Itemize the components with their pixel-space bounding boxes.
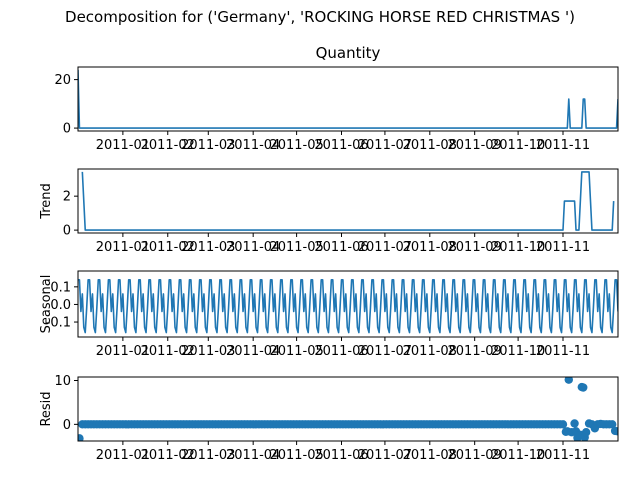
resid-point (613, 427, 618, 436)
x-tick-label: 2011-03 (181, 448, 235, 463)
x-tick-label: 2011-04 (226, 240, 280, 255)
x-tick-label: 2011-03 (181, 344, 235, 359)
y-tick-label: 0.0 (50, 298, 71, 313)
x-tick-label: 2011-08 (403, 138, 457, 153)
x-tick-label: 2011-08 (403, 448, 457, 463)
x-tick-label: 2011-09 (448, 138, 502, 153)
resid-point (608, 420, 617, 429)
panels: 0202011-012011-022011-032011-042011-0520… (39, 44, 619, 463)
resid-point (590, 424, 600, 433)
trend-panel-data (81, 171, 615, 231)
x-tick-label: 2011-06 (314, 240, 368, 255)
x-tick-label: 2011-07 (358, 448, 412, 463)
resid-panel-frame (77, 376, 619, 442)
quantity-panel: 0202011-012011-022011-032011-042011-0520… (54, 44, 619, 153)
x-tick-label: 2011-11 (536, 240, 590, 255)
x-tick-label: 2011-11 (536, 448, 590, 463)
x-tick-label: 2011-06 (314, 344, 368, 359)
trend-panel-ylabel: Trend (39, 183, 54, 220)
x-tick-label: 2011-10 (491, 240, 545, 255)
resid-panel-data (78, 377, 618, 441)
x-tick-label: 2011-10 (491, 344, 545, 359)
x-tick-label: 2011-11 (536, 344, 590, 359)
seasonal-panel: -0.10.00.12011-012011-022011-032011-0420… (39, 270, 619, 359)
quantity-panel-frame (77, 66, 619, 132)
x-tick-label: 2011-04 (226, 344, 280, 359)
quantity-panel-data (78, 69, 618, 129)
x-tick-label: 2011-08 (403, 344, 457, 359)
x-tick-label: 2011-05 (269, 138, 323, 153)
x-tick-label: 2011-07 (358, 138, 412, 153)
x-tick-label: 2011-07 (358, 240, 412, 255)
y-tick-label: 0 (63, 224, 71, 239)
resid-point (596, 419, 605, 429)
x-tick-label: 2011-05 (269, 344, 323, 359)
trend-panel: 022011-012011-022011-032011-042011-05201… (39, 168, 619, 255)
x-tick-label: 2011-06 (314, 138, 368, 153)
x-tick-label: 2011-01 (96, 344, 150, 359)
x-tick-label: 2011-04 (226, 448, 280, 463)
x-tick-label: 2011-01 (96, 138, 150, 153)
resid-point (558, 420, 568, 429)
resid-panel-ylabel: Resid (39, 391, 54, 426)
y-tick-label: 20 (54, 73, 71, 88)
x-tick-label: 2011-01 (96, 240, 150, 255)
x-tick-label: 2011-05 (269, 448, 323, 463)
x-tick-label: 2011-02 (141, 240, 195, 255)
x-tick-label: 2011-01 (96, 448, 150, 463)
y-tick-label: 2 (63, 190, 71, 205)
x-tick-label: 2011-07 (358, 344, 412, 359)
x-tick-label: 2011-03 (181, 138, 235, 153)
resid-point (78, 434, 84, 441)
y-tick-label: 0 (63, 418, 71, 433)
y-tick-label: 0.1 (50, 280, 71, 295)
resid-point (584, 419, 594, 428)
quantity-panel-series-line (78, 69, 618, 129)
resid-point (581, 428, 591, 437)
figure-suptitle: Decomposition for ('Germany', 'ROCKING H… (65, 8, 575, 26)
x-tick-label: 2011-10 (491, 138, 545, 153)
y-tick-label: 10 (54, 374, 71, 389)
x-tick-label: 2011-06 (314, 448, 368, 463)
x-tick-label: 2011-02 (141, 344, 195, 359)
x-tick-label: 2011-09 (448, 344, 502, 359)
seasonal-panel-data (78, 278, 618, 334)
resid-point (564, 377, 573, 384)
x-tick-label: 2011-09 (448, 240, 502, 255)
x-tick-label: 2011-09 (448, 448, 502, 463)
trend-panel-frame (77, 168, 619, 234)
quantity-panel-title: Quantity (316, 44, 381, 62)
trend-panel-series-line (81, 171, 615, 231)
seasonal-panel-series-line (78, 278, 618, 334)
x-tick-label: 2011-10 (491, 448, 545, 463)
x-tick-label: 2011-08 (403, 240, 457, 255)
resid-point (570, 419, 579, 428)
y-tick-label: 0 (63, 122, 71, 137)
x-tick-label: 2011-04 (226, 138, 280, 153)
x-tick-label: 2011-11 (536, 138, 590, 153)
resid-point (579, 383, 588, 392)
seasonal-panel-ylabel: Seasonal (39, 275, 54, 334)
x-tick-label: 2011-02 (141, 138, 195, 153)
x-tick-label: 2011-05 (269, 240, 323, 255)
x-tick-label: 2011-03 (181, 240, 235, 255)
y-tick-label: -0.1 (46, 316, 71, 331)
resid-panel: 0102011-012011-022011-032011-042011-0520… (39, 374, 619, 463)
x-tick-label: 2011-02 (141, 448, 195, 463)
